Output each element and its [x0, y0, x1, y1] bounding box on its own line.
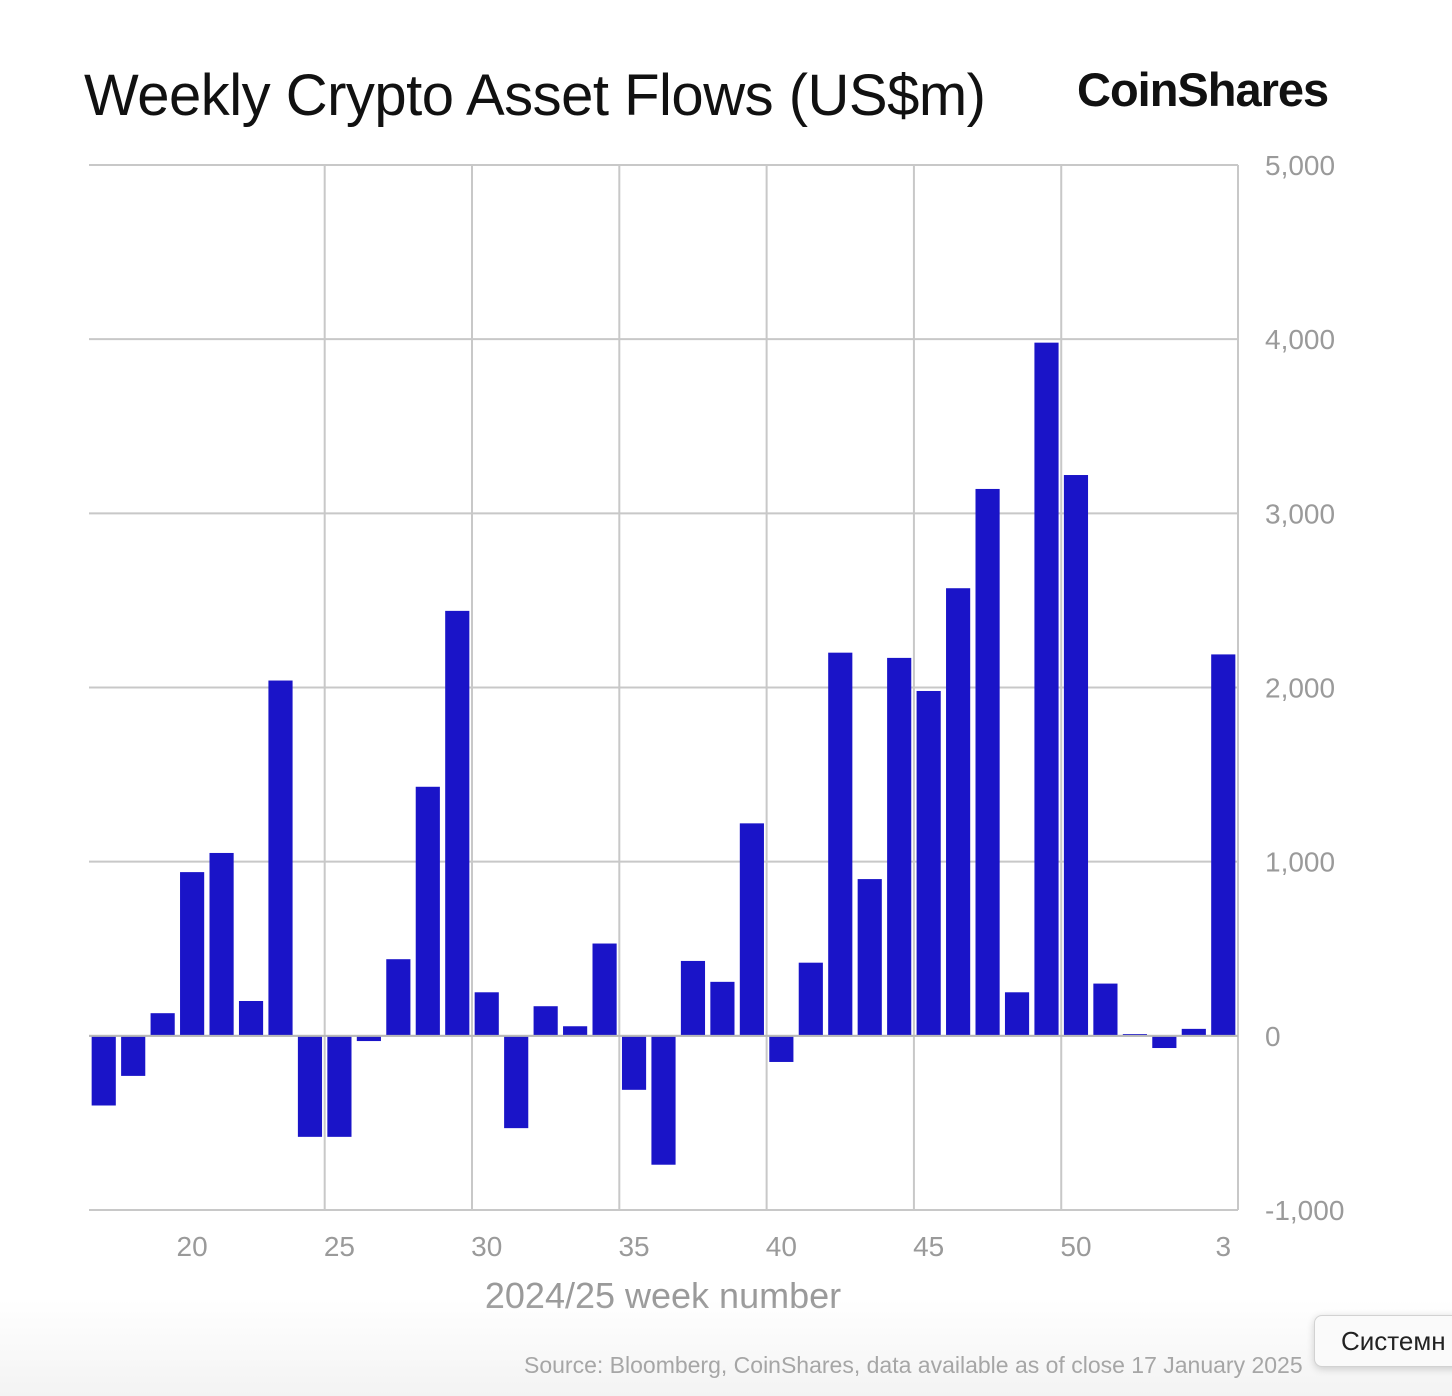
bar-chart: -1,000 0 1,000 2,000 3,000 4,000 5,000 20 25 30 3…	[89, 150, 1344, 1316]
x-tick-label: 3	[1215, 1231, 1231, 1262]
coinshares-logo: CoinShares	[1077, 63, 1329, 116]
system-tooltip: Системн	[1314, 1315, 1452, 1367]
bar-week-17	[91, 1035, 116, 1106]
bar-week-23	[268, 680, 293, 1036]
bar-week-2	[1181, 1028, 1206, 1036]
source-note: Source: Bloomberg, CoinShares, data avai…	[524, 1352, 1303, 1378]
bar-week-49	[1034, 342, 1059, 1036]
bar-week-37	[680, 960, 706, 1036]
bar-week-50	[1063, 475, 1089, 1036]
bar-week-45	[916, 690, 941, 1036]
bar-week-42	[828, 652, 853, 1036]
bar-week-36	[651, 1035, 676, 1165]
x-tick-label: 20	[177, 1231, 208, 1262]
bar-week-48	[1004, 992, 1030, 1036]
chart-bars	[91, 342, 1236, 1165]
x-tick-label: 40	[766, 1231, 797, 1262]
bar-week-41	[798, 962, 823, 1036]
bar-week-46	[946, 588, 971, 1036]
x-tick-label: 50	[1060, 1231, 1091, 1262]
y-axis-ticks: -1,000 0 1,000 2,000 3,000 4,000 5,000	[1265, 150, 1344, 1226]
bar-week-35	[621, 1035, 647, 1090]
bar-week-26	[356, 1035, 381, 1042]
x-tick-label: 30	[471, 1231, 502, 1262]
bar-week-38	[710, 981, 735, 1036]
bar-week-19	[150, 1013, 175, 1036]
bar-week-18	[121, 1035, 146, 1076]
bar-week-33	[563, 1026, 588, 1036]
footer-fade	[0, 1300, 1452, 1396]
x-tick-label: 45	[913, 1231, 944, 1262]
bar-week-44	[887, 657, 912, 1036]
y-tick-label: 0	[1265, 1021, 1281, 1052]
bar-week-28	[415, 786, 440, 1036]
bar-week-20	[180, 872, 205, 1036]
x-tick-label: 25	[324, 1231, 355, 1262]
chart-title: Weekly Crypto Asset Flows (US$m)	[84, 63, 986, 128]
bar-week-29	[445, 610, 470, 1036]
x-axis-ticks: 20 25 30 35 40 45 50 3	[177, 1231, 1232, 1262]
y-tick-label: 3,000	[1265, 498, 1335, 529]
bar-week-30	[474, 992, 499, 1036]
bar-week-51	[1093, 983, 1118, 1036]
bar-week-31	[504, 1035, 529, 1129]
bar-week-39	[739, 823, 764, 1036]
y-tick-label: 4,000	[1265, 324, 1335, 355]
bar-week-34	[592, 943, 617, 1036]
bar-week-24	[297, 1035, 323, 1137]
bar-week-3	[1211, 654, 1236, 1036]
bar-week-21	[209, 852, 234, 1036]
bar-week-25	[327, 1035, 352, 1137]
x-tick-label: 35	[618, 1231, 649, 1262]
y-tick-label: -1,000	[1265, 1195, 1344, 1226]
y-tick-label: 1,000	[1265, 847, 1335, 878]
bar-week-1	[1152, 1035, 1177, 1049]
bar-week-32	[533, 1006, 558, 1036]
bar-week-43	[857, 879, 882, 1036]
bar-week-47	[975, 488, 1000, 1036]
bar-week-22	[238, 1001, 264, 1036]
bar-week-40	[769, 1035, 794, 1062]
y-tick-label: 2,000	[1265, 673, 1335, 704]
bar-week-27	[386, 959, 411, 1036]
y-tick-label: 5,000	[1265, 150, 1335, 181]
